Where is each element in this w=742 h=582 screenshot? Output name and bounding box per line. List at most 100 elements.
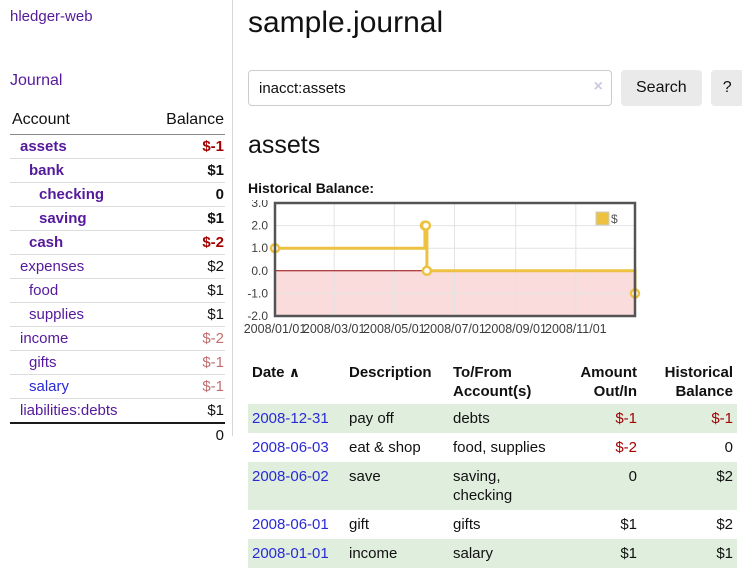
accounts-table: Account Balance assets $-1 bank $1 — [10, 108, 225, 447]
account-link[interactable]: gifts — [29, 354, 57, 371]
svg-text:1.0: 1.0 — [251, 241, 268, 255]
account-link[interactable]: expenses — [20, 258, 85, 275]
account-row: income $-2 — [10, 326, 225, 351]
account-row: checking 0 — [10, 182, 225, 207]
register-header-date[interactable]: Date ∧ — [252, 364, 301, 381]
transaction-balance: 0 — [724, 439, 733, 456]
account-balance: $-1 — [147, 350, 225, 375]
transaction-date-link[interactable]: 2008-06-02 — [252, 468, 329, 485]
register-row: 2008-06-02 save saving, checking 0 $2 — [248, 462, 737, 510]
svg-text:-2.0: -2.0 — [247, 309, 268, 323]
transaction-balance: $2 — [716, 516, 733, 533]
legend-label: $ — [611, 212, 618, 226]
transaction-accounts: gifts — [453, 516, 481, 533]
svg-text:2008/07/01: 2008/07/01 — [423, 322, 486, 336]
register-header-description: Description — [349, 364, 432, 381]
account-link[interactable]: bank — [29, 162, 65, 179]
register-header-amount: Amount Out/In — [580, 364, 637, 400]
account-row: gifts $-1 — [10, 350, 225, 375]
brand-link[interactable]: hledger-web — [10, 8, 93, 25]
account-link[interactable]: income — [20, 330, 69, 347]
transaction-amount: $1 — [620, 545, 637, 562]
account-link[interactable]: salary — [29, 378, 70, 395]
page-title: sample.journal — [248, 6, 444, 39]
main-content: sample.journal × Search ? assets Histori… — [233, 0, 742, 582]
account-balance: $1 — [147, 278, 225, 303]
register-row: 2008-12-31 pay off debts $-1 $-1 — [248, 404, 737, 433]
transaction-description: pay off — [349, 410, 394, 427]
account-link[interactable]: checking — [39, 186, 105, 203]
transaction-balance: $-1 — [711, 410, 733, 427]
search-box: × — [248, 70, 612, 106]
sidebar: hledger-web Journal Account Balance asse… — [0, 0, 233, 447]
account-balance: $1 — [147, 158, 225, 183]
register-row: 2008-01-01 income salary $1 $1 — [248, 539, 737, 568]
account-row: saving $1 — [10, 206, 225, 231]
transaction-date-link[interactable]: 2008-12-31 — [252, 410, 329, 427]
clear-search-icon[interactable]: × — [593, 78, 603, 95]
account-row: assets $-1 — [10, 135, 225, 159]
transaction-balance: $1 — [716, 545, 733, 562]
account-link[interactable]: liabilities:debts — [20, 402, 118, 419]
transaction-accounts: food, supplies — [453, 439, 546, 456]
account-heading: assets — [248, 131, 321, 159]
transaction-description: eat & shop — [349, 439, 421, 456]
register-header-accounts: To/From Account(s) — [453, 364, 532, 400]
account-link[interactable]: cash — [29, 234, 64, 251]
svg-text:2008/09/01: 2008/09/01 — [484, 322, 547, 336]
account-balance: $-1 — [202, 138, 224, 155]
transaction-accounts: saving, checking — [453, 468, 513, 504]
accounts-header-balance: Balance — [147, 108, 225, 135]
account-balance: $1 — [147, 398, 225, 423]
transaction-date-link[interactable]: 2008-01-01 — [252, 545, 329, 562]
transaction-amount: $-1 — [615, 410, 637, 427]
register-row: 2008-06-03 eat & shop food, supplies $-2… — [248, 433, 737, 462]
accounts-total-row: 0 — [10, 422, 225, 447]
svg-text:2008/05/01: 2008/05/01 — [363, 322, 426, 336]
account-row: cash $-2 — [10, 230, 225, 255]
accounts-header-account: Account — [10, 108, 148, 135]
accounts-header-row: Account Balance — [10, 108, 225, 135]
search-button[interactable]: Search — [621, 70, 702, 106]
account-balance: $1 — [147, 302, 225, 327]
sidebar-nav: Journal — [10, 72, 225, 90]
transaction-description: gift — [349, 516, 370, 533]
svg-text:3.0: 3.0 — [251, 200, 268, 210]
legend-swatch — [595, 211, 610, 226]
svg-text:-1.0: -1.0 — [247, 286, 268, 300]
svg-text:2008/01/01: 2008/01/01 — [244, 322, 307, 336]
account-link[interactable]: food — [29, 282, 59, 299]
search-input[interactable] — [248, 70, 612, 106]
transaction-description: income — [349, 545, 398, 562]
register-header-balance: Historical Balance — [664, 364, 733, 400]
account-row: salary $-1 — [10, 374, 225, 399]
transaction-amount: $-2 — [615, 439, 637, 456]
account-link[interactable]: assets — [20, 138, 67, 155]
transaction-balance: $2 — [716, 468, 733, 485]
accounts-total-value: 0 — [147, 422, 225, 447]
account-row: bank $1 — [10, 158, 225, 183]
svg-text:0.0: 0.0 — [251, 264, 268, 278]
transaction-amount: $1 — [620, 516, 637, 533]
account-balance: $2 — [147, 254, 225, 279]
transaction-date-link[interactable]: 2008-06-01 — [252, 516, 329, 533]
account-row: food $1 — [10, 278, 225, 303]
brand: hledger-web — [10, 8, 225, 25]
register-table: Date ∧ Description To/From Account(s) Am… — [248, 360, 737, 568]
svg-text:2008/11/01: 2008/11/01 — [545, 322, 607, 336]
account-balance: $1 — [147, 206, 225, 231]
transaction-date-link[interactable]: 2008-06-03 — [252, 439, 329, 456]
transaction-accounts: salary — [453, 545, 494, 562]
account-row: liabilities:debts $1 — [10, 398, 225, 423]
search-bar: × Search ? — [248, 70, 742, 106]
register-row: 2008-06-01 gift gifts $1 $2 — [248, 510, 737, 539]
account-balance: $-1 — [147, 374, 225, 399]
account-link[interactable]: supplies — [29, 306, 85, 323]
svg-text:2008/03/01: 2008/03/01 — [303, 322, 366, 336]
transaction-amount: 0 — [628, 468, 637, 485]
help-button[interactable]: ? — [710, 70, 742, 106]
historical-balance-chart: 3.0 2.0 1.0 0.0 -1.0 -2.0 2008/01/01 2008/03/01… — [241, 196, 742, 344]
account-link[interactable]: saving — [39, 210, 87, 227]
nav-journal-link[interactable]: Journal — [10, 72, 63, 89]
